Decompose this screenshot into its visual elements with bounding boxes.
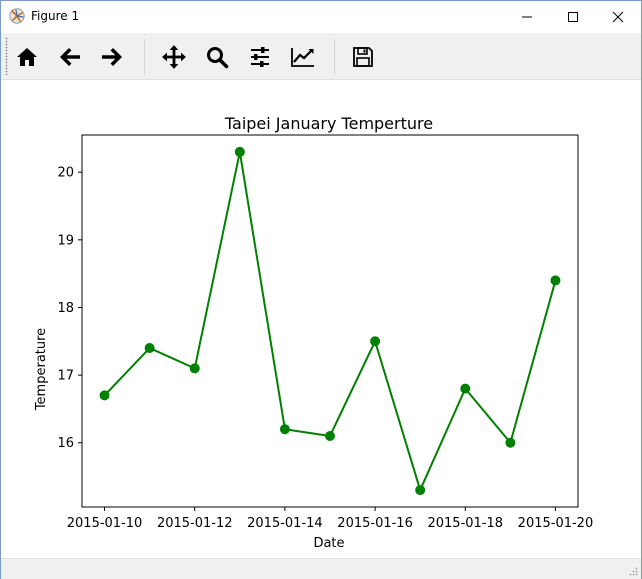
arrow-right-icon bbox=[102, 48, 122, 66]
x-tick-label: 2015-01-18 bbox=[427, 516, 503, 531]
maximize-button[interactable] bbox=[550, 1, 596, 32]
resize-grip-icon[interactable] bbox=[628, 566, 638, 576]
floppy-disk-icon bbox=[353, 47, 373, 67]
x-tick-label: 2015-01-14 bbox=[247, 516, 323, 531]
close-button[interactable] bbox=[595, 1, 641, 32]
temperature-chart: Taipei January Temperture 16 17 18 19 20 2015… bbox=[1, 80, 641, 558]
y-axis-label: Temperature bbox=[34, 328, 49, 411]
y-tick-label: 18 bbox=[57, 301, 74, 316]
forward-button[interactable] bbox=[96, 41, 128, 73]
configure-subplots-button[interactable] bbox=[244, 41, 276, 73]
move-icon bbox=[162, 45, 186, 69]
data-point bbox=[189, 363, 200, 374]
matplotlib-logo-icon bbox=[9, 8, 25, 24]
x-tick-label: 2015-01-20 bbox=[518, 516, 594, 531]
data-point bbox=[370, 336, 381, 347]
minimize-icon bbox=[522, 16, 532, 17]
x-tick-label: 2015-01-12 bbox=[157, 516, 233, 531]
minimize-button[interactable] bbox=[504, 1, 550, 32]
pan-button[interactable] bbox=[158, 41, 190, 73]
home-button[interactable] bbox=[11, 41, 43, 73]
toolbar-separator bbox=[144, 39, 145, 75]
status-bar bbox=[1, 558, 641, 579]
x-axis-label: Date bbox=[313, 536, 344, 551]
data-point bbox=[99, 390, 110, 401]
y-tick-label: 17 bbox=[57, 369, 74, 384]
zoom-button[interactable] bbox=[201, 41, 233, 73]
y-tick-label: 19 bbox=[57, 233, 74, 248]
toolbar-grip[interactable] bbox=[5, 37, 8, 75]
chart-title: Taipei January Temperture bbox=[224, 114, 433, 133]
x-tick-label: 2015-01-16 bbox=[337, 516, 413, 531]
back-button[interactable] bbox=[54, 41, 86, 73]
maximize-icon bbox=[568, 11, 578, 22]
arrow-left-icon bbox=[60, 48, 80, 66]
save-button[interactable] bbox=[347, 41, 379, 73]
y-tick-label: 16 bbox=[57, 436, 74, 451]
x-tick-label: 2015-01-10 bbox=[67, 516, 143, 531]
window-title: Figure 1 bbox=[31, 9, 80, 23]
plot-area bbox=[81, 134, 579, 508]
title-bar[interactable]: Figure 1 bbox=[1, 1, 641, 32]
y-tick-label: 20 bbox=[57, 166, 74, 181]
figure-canvas[interactable]: Taipei January Temperture 16 17 18 19 20 2015… bbox=[1, 80, 641, 558]
data-point bbox=[234, 146, 245, 157]
line-chart-icon bbox=[291, 48, 314, 67]
data-point bbox=[415, 485, 426, 496]
toolbar-separator bbox=[334, 39, 335, 75]
home-icon bbox=[17, 48, 37, 66]
navigation-toolbar bbox=[1, 33, 641, 80]
data-point bbox=[550, 275, 561, 286]
sliders-icon bbox=[251, 47, 269, 67]
magnifier-icon bbox=[207, 47, 229, 69]
data-point bbox=[460, 383, 471, 394]
close-icon bbox=[612, 11, 624, 22]
edit-axis-button[interactable] bbox=[287, 41, 319, 73]
data-point bbox=[325, 430, 335, 441]
data-point bbox=[279, 424, 290, 435]
axes: 16 17 18 19 20 2015-01-10 2015-01-12 2015-01-14… bbox=[57, 134, 594, 531]
data-point bbox=[144, 343, 155, 354]
data-point bbox=[505, 437, 516, 448]
